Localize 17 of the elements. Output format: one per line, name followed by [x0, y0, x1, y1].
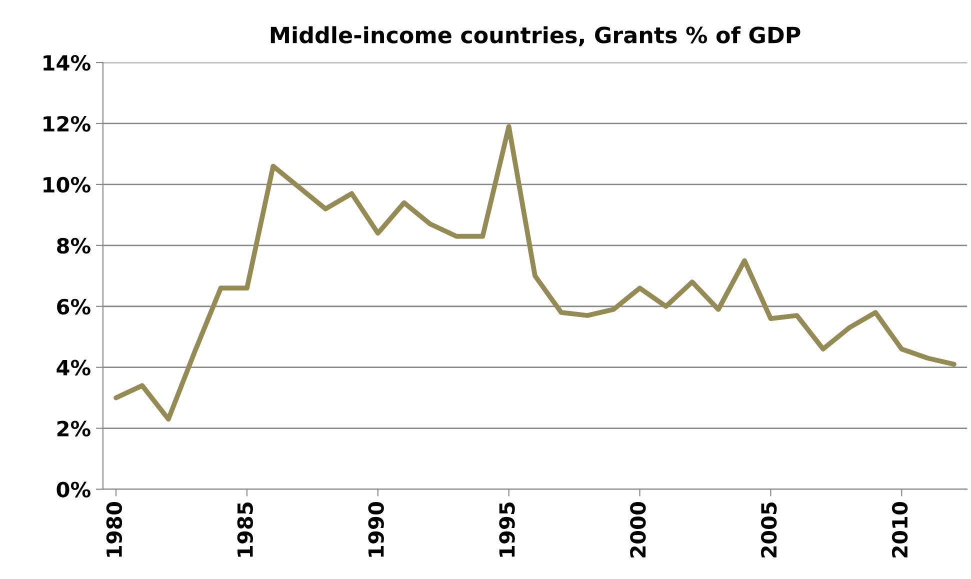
x-tick-label: 1985: [237, 502, 254, 557]
y-tick-label: 8%: [57, 238, 90, 254]
x-tick-label: 2005: [760, 502, 777, 558]
x-tick-label: 2010: [892, 502, 908, 558]
line-series: [114, 124, 956, 422]
y-tick-label: 10%: [44, 176, 90, 193]
y-tick-label: 2%: [57, 420, 90, 437]
y-tick-label: 14%: [44, 54, 90, 71]
x-tick-label: 1980: [106, 502, 122, 557]
y-tick-label: 0%: [56, 482, 90, 498]
chart-title: Middle-income countries, Grants % of GDP: [270, 26, 800, 46]
x-tick-label: 1990: [368, 502, 384, 557]
y-tick-label: 12%: [44, 116, 90, 132]
y-tick-label: 4%: [56, 360, 90, 376]
y-tick-label: 6%: [57, 298, 90, 315]
x-tick-label: 1995: [499, 502, 515, 557]
x-tick-label: 2000: [630, 502, 646, 558]
